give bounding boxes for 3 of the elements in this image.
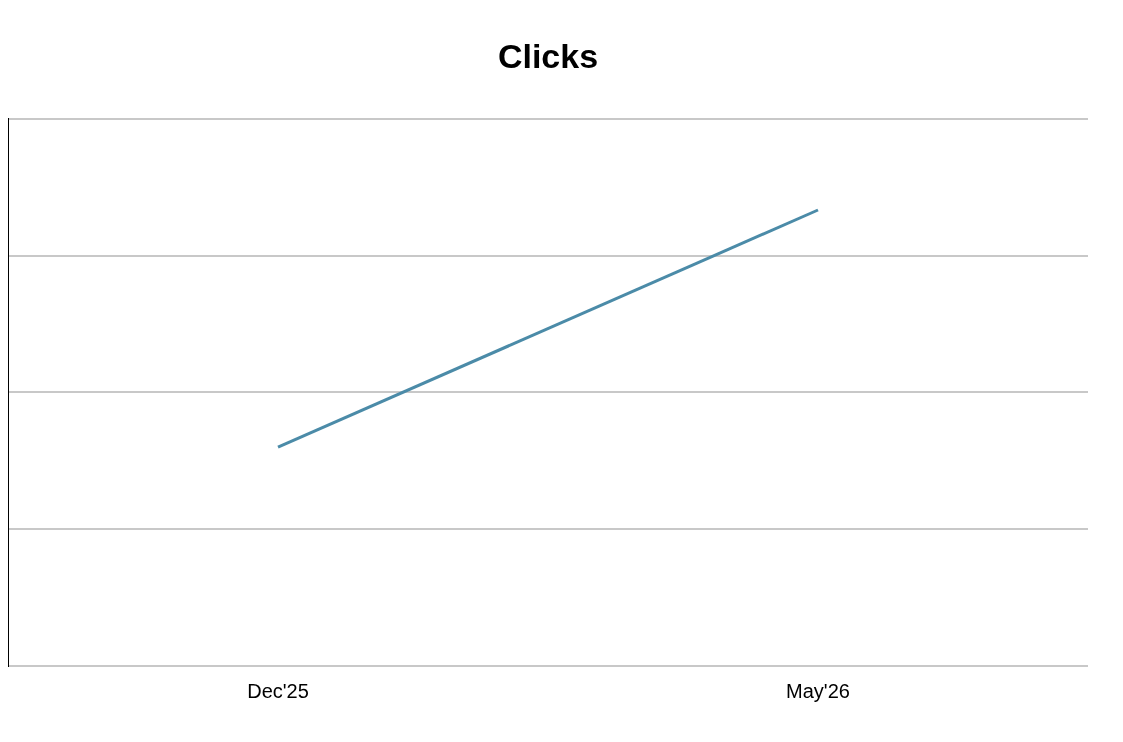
x-tick-label: May'26 bbox=[786, 679, 850, 702]
x-tick-label: Dec'25 bbox=[247, 679, 309, 702]
chart-title: Clicks bbox=[497, 36, 599, 75]
